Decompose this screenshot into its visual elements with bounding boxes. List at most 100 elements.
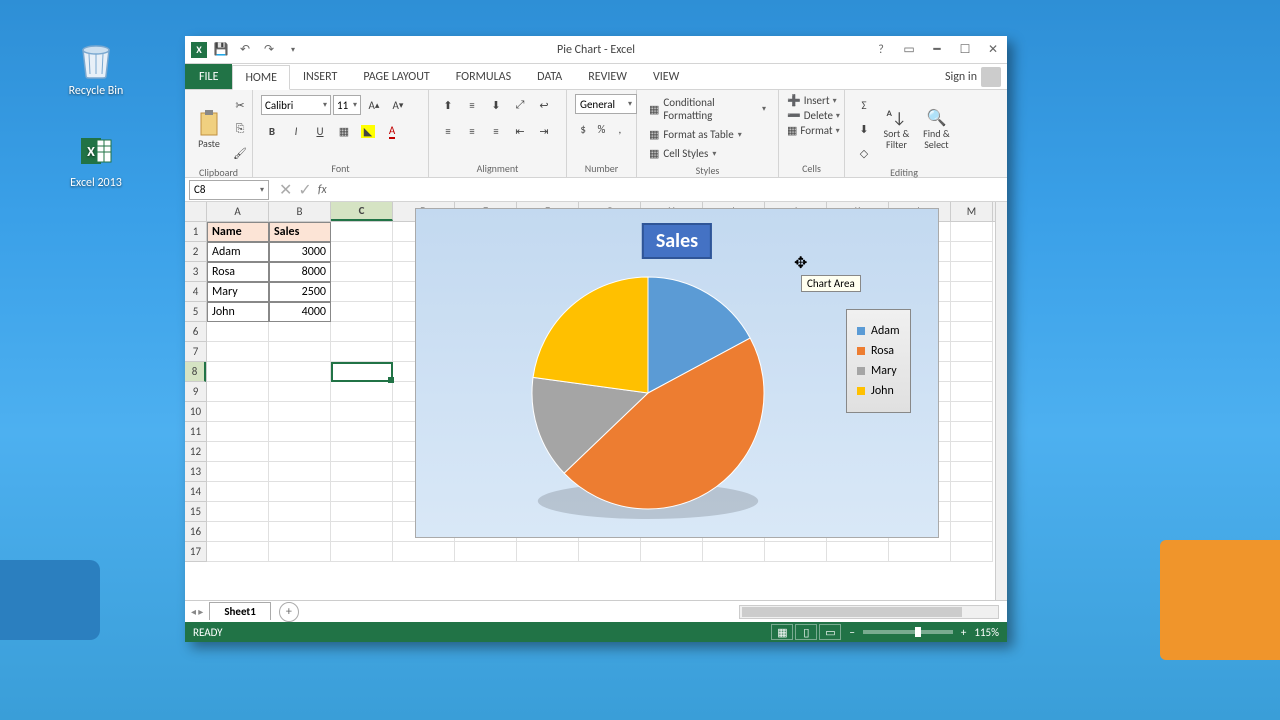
normal-view-button[interactable]: ▦: [771, 624, 793, 640]
cell[interactable]: [951, 442, 993, 462]
cell[interactable]: Rosa: [207, 262, 269, 282]
cell[interactable]: 3000: [269, 242, 331, 262]
cell[interactable]: [951, 522, 993, 542]
cell[interactable]: [951, 482, 993, 502]
tab-data[interactable]: DATA: [524, 64, 575, 89]
row-header[interactable]: 6: [185, 322, 206, 342]
tab-review[interactable]: REVIEW: [575, 64, 640, 89]
legend-item[interactable]: Adam: [857, 324, 900, 338]
cell[interactable]: [951, 542, 993, 562]
cell[interactable]: [269, 482, 331, 502]
legend-item[interactable]: Rosa: [857, 344, 900, 358]
cell[interactable]: [951, 222, 993, 242]
row-header[interactable]: 14: [185, 482, 206, 502]
cell[interactable]: [331, 462, 393, 482]
pie-slice[interactable]: [533, 277, 648, 393]
tab-formulas[interactable]: FORMULAS: [443, 64, 524, 89]
column-header[interactable]: A: [207, 202, 269, 221]
align-left-button[interactable]: ≡: [437, 120, 459, 142]
cell[interactable]: [951, 502, 993, 522]
font-size-select[interactable]: 11▾: [333, 95, 361, 115]
zoom-out-button[interactable]: −: [849, 626, 854, 639]
cell[interactable]: [331, 222, 393, 242]
maximize-button[interactable]: ☐: [951, 36, 979, 64]
cell[interactable]: [269, 362, 331, 382]
redo-button[interactable]: ↷: [259, 40, 279, 60]
cell[interactable]: [269, 462, 331, 482]
increase-indent-button[interactable]: ⇥: [533, 120, 555, 142]
row-header[interactable]: 3: [185, 262, 206, 282]
help-button[interactable]: ?: [867, 36, 895, 64]
row-header[interactable]: 17: [185, 542, 206, 562]
row-header[interactable]: 9: [185, 382, 206, 402]
tab-home[interactable]: HOME: [232, 65, 290, 90]
cell[interactable]: [579, 542, 641, 562]
cell[interactable]: [889, 542, 951, 562]
cell[interactable]: [207, 382, 269, 402]
file-tab[interactable]: FILE: [185, 64, 232, 89]
vertical-scrollbar[interactable]: [995, 202, 1007, 600]
cell[interactable]: 8000: [269, 262, 331, 282]
align-middle-button[interactable]: ≡: [461, 94, 483, 116]
wrap-text-button[interactable]: ↩: [533, 94, 555, 116]
cell[interactable]: [331, 362, 393, 382]
row-header[interactable]: 5: [185, 302, 206, 322]
cell[interactable]: [331, 242, 393, 262]
undo-button[interactable]: ↶: [235, 40, 255, 60]
chart-object[interactable]: Sales AdamRosaMaryJohn Chart Area ✥: [415, 208, 939, 538]
cell[interactable]: [455, 542, 517, 562]
currency-button[interactable]: $: [575, 118, 591, 140]
cell[interactable]: John: [207, 302, 269, 322]
copy-button[interactable]: ⎘: [229, 118, 251, 140]
cell[interactable]: [331, 402, 393, 422]
border-button[interactable]: ▦: [333, 120, 355, 142]
legend-item[interactable]: John: [857, 384, 900, 398]
excel-shortcut-icon[interactable]: X Excel 2013: [56, 130, 136, 190]
comma-button[interactable]: ,: [612, 118, 628, 140]
cell[interactable]: [269, 422, 331, 442]
row-header[interactable]: 12: [185, 442, 206, 462]
autosum-button[interactable]: Σ: [853, 94, 875, 116]
cut-button[interactable]: ✂: [229, 94, 251, 116]
add-sheet-button[interactable]: +: [279, 602, 299, 622]
cell[interactable]: [331, 482, 393, 502]
cell-styles-button[interactable]: ▦ Cell Styles▾: [645, 145, 770, 162]
format-painter-button[interactable]: 🖌: [229, 142, 251, 164]
align-top-button[interactable]: ⬆: [437, 94, 459, 116]
row-header[interactable]: 13: [185, 462, 206, 482]
cell[interactable]: [331, 302, 393, 322]
cell[interactable]: [207, 462, 269, 482]
cell[interactable]: [641, 542, 703, 562]
cell[interactable]: [269, 342, 331, 362]
cell[interactable]: [517, 542, 579, 562]
number-format-select[interactable]: General▾: [575, 94, 637, 114]
cell[interactable]: Adam: [207, 242, 269, 262]
cell[interactable]: [951, 402, 993, 422]
underline-button[interactable]: U: [309, 120, 331, 142]
cell[interactable]: [207, 322, 269, 342]
chart-legend[interactable]: Adam Rosa Mary John: [846, 309, 911, 413]
cell[interactable]: [703, 542, 765, 562]
page-break-view-button[interactable]: ▭: [819, 624, 841, 640]
cell[interactable]: Sales: [269, 222, 331, 242]
zoom-level[interactable]: 115%: [974, 626, 999, 639]
paste-button[interactable]: Paste: [193, 94, 225, 164]
tab-page-layout[interactable]: PAGE LAYOUT: [350, 64, 442, 89]
cell[interactable]: [269, 322, 331, 342]
ribbon-display-button[interactable]: ▭: [895, 36, 923, 64]
format-as-table-button[interactable]: ▦ Format as Table▾: [645, 126, 770, 143]
column-header[interactable]: B: [269, 202, 331, 221]
row-header[interactable]: 1: [185, 222, 206, 242]
conditional-formatting-button[interactable]: ▦ Conditional Formatting▾: [645, 94, 770, 124]
cancel-formula-icon[interactable]: ✕: [279, 180, 292, 200]
column-header[interactable]: M: [951, 202, 993, 221]
decrease-font-button[interactable]: A▾: [387, 94, 409, 116]
cell[interactable]: [331, 262, 393, 282]
italic-button[interactable]: I: [285, 120, 307, 142]
cell[interactable]: [331, 382, 393, 402]
insert-cells-button[interactable]: ➕ Insert▾: [787, 94, 836, 107]
cell[interactable]: [207, 442, 269, 462]
increase-font-button[interactable]: A▴: [363, 94, 385, 116]
cell[interactable]: [951, 302, 993, 322]
legend-item[interactable]: Mary: [857, 364, 900, 378]
